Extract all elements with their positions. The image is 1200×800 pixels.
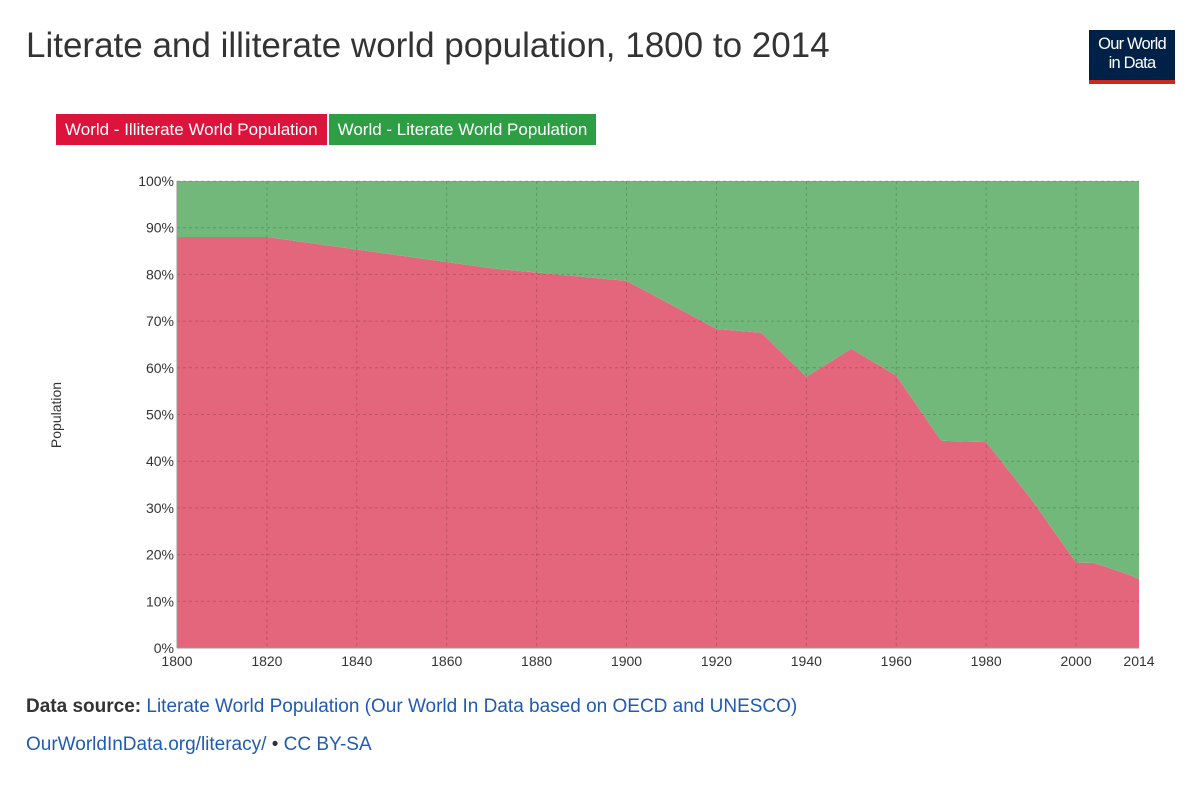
x-tick-label: 1840 xyxy=(341,653,372,669)
x-tick-label: 1900 xyxy=(611,653,642,669)
y-tick-label: 20% xyxy=(146,547,174,563)
legend: World - Illiterate World Population Worl… xyxy=(56,114,597,145)
x-tick-label: 1860 xyxy=(431,653,462,669)
x-tick-label: 2014 xyxy=(1123,653,1154,669)
y-tick-label: 0% xyxy=(154,640,174,656)
data-source-label: Data source: xyxy=(26,696,142,717)
series-area-illiterate[interactable] xyxy=(177,237,1139,648)
x-tick-label: 1820 xyxy=(251,653,282,669)
x-tick-label: 1800 xyxy=(161,653,192,669)
data-source: Data source: Literate World Population (… xyxy=(26,696,797,718)
series-area-literate[interactable] xyxy=(177,181,1139,579)
y-tick-label: 50% xyxy=(146,407,174,423)
y-tick-label: 30% xyxy=(146,500,174,516)
y-tick-label: 70% xyxy=(146,313,174,329)
x-tick-label: 1880 xyxy=(521,653,552,669)
x-tick-label: 1980 xyxy=(971,653,1002,669)
x-tick-label: 1940 xyxy=(791,653,822,669)
footer-separator: • xyxy=(271,734,279,755)
y-tick-label: 100% xyxy=(138,173,174,189)
y-tick-label: 90% xyxy=(146,220,174,236)
footer: OurWorldInData.org/literacy/ • CC BY-SA xyxy=(26,734,372,756)
legend-item-literate[interactable]: World - Literate World Population xyxy=(328,114,597,145)
logo-accent-bar xyxy=(1089,80,1175,84)
license-link[interactable]: CC BY-SA xyxy=(283,734,372,755)
chart-title: Literate and illiterate world population… xyxy=(26,26,830,65)
y-tick-label: 80% xyxy=(146,266,174,282)
url-link[interactable]: OurWorldInData.org/literacy/ xyxy=(26,734,267,755)
x-tick-label: 1960 xyxy=(881,653,912,669)
legend-item-illiterate[interactable]: World - Illiterate World Population xyxy=(56,114,327,145)
y-tick-label: 10% xyxy=(146,593,174,609)
x-tick-label: 2000 xyxy=(1060,653,1091,669)
y-tick-label: 60% xyxy=(146,360,174,376)
x-tick-label: 1920 xyxy=(701,653,732,669)
data-source-link[interactable]: Literate World Population (Our World In … xyxy=(146,696,798,717)
logo-line-2: in Data xyxy=(1108,54,1156,72)
logo-line-1: Our World xyxy=(1098,35,1166,53)
owid-logo[interactable]: Our World in Data xyxy=(1089,30,1175,84)
y-tick-label: 40% xyxy=(146,453,174,469)
